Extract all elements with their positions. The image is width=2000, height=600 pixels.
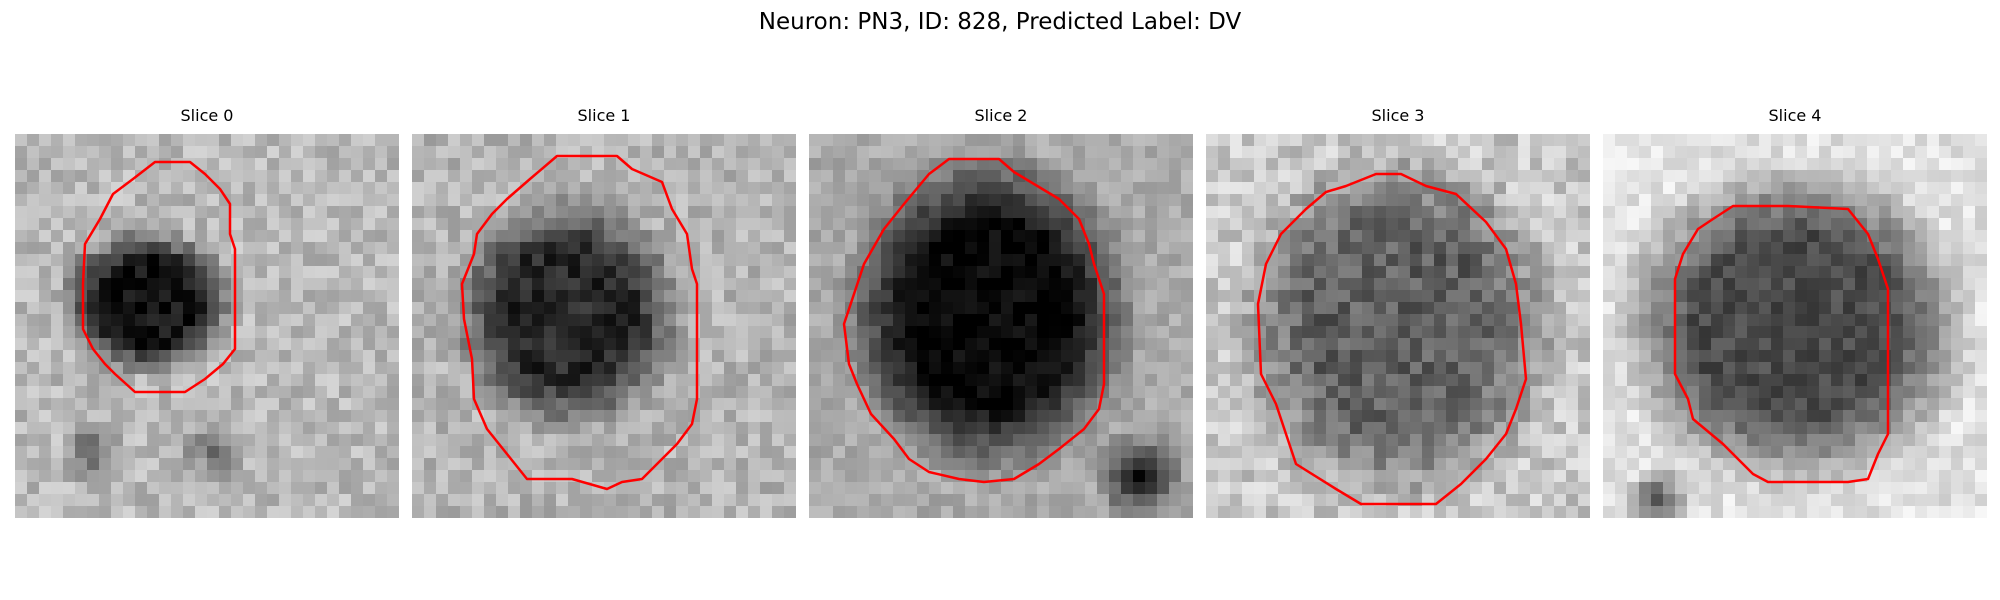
contour-polygon <box>1673 204 1890 484</box>
roi-contour <box>1256 172 1528 506</box>
slice-panel-1: Slice 1 <box>412 106 796 518</box>
roi-contour <box>81 160 237 394</box>
slice-title: Slice 4 <box>1768 106 1822 125</box>
figure-title: Neuron: PN3, ID: 828, Predicted Label: D… <box>758 9 1242 35</box>
contour-polygon <box>81 160 237 394</box>
contour-polygon <box>460 154 699 491</box>
slice-image <box>15 134 399 518</box>
slice-title: Slice 0 <box>180 106 234 125</box>
slice-title: Slice 1 <box>577 106 631 125</box>
slice-image <box>1603 134 1987 518</box>
roi-contour <box>842 157 1106 484</box>
contour-polygon <box>1256 172 1528 506</box>
roi-contour <box>460 154 699 491</box>
slice-panel-4: Slice 4 <box>1603 106 1987 518</box>
roi-contour <box>1673 204 1890 484</box>
slice-title: Slice 3 <box>1371 106 1425 125</box>
slice-title: Slice 2 <box>974 106 1028 125</box>
slice-panel-0: Slice 0 <box>15 106 399 518</box>
slice-image <box>809 134 1193 518</box>
slice-panel-3: Slice 3 <box>1206 106 1590 518</box>
contour-polygon <box>842 157 1106 484</box>
slice-panel-2: Slice 2 <box>809 106 1193 518</box>
slice-image <box>1206 134 1590 518</box>
slice-image <box>412 134 796 518</box>
